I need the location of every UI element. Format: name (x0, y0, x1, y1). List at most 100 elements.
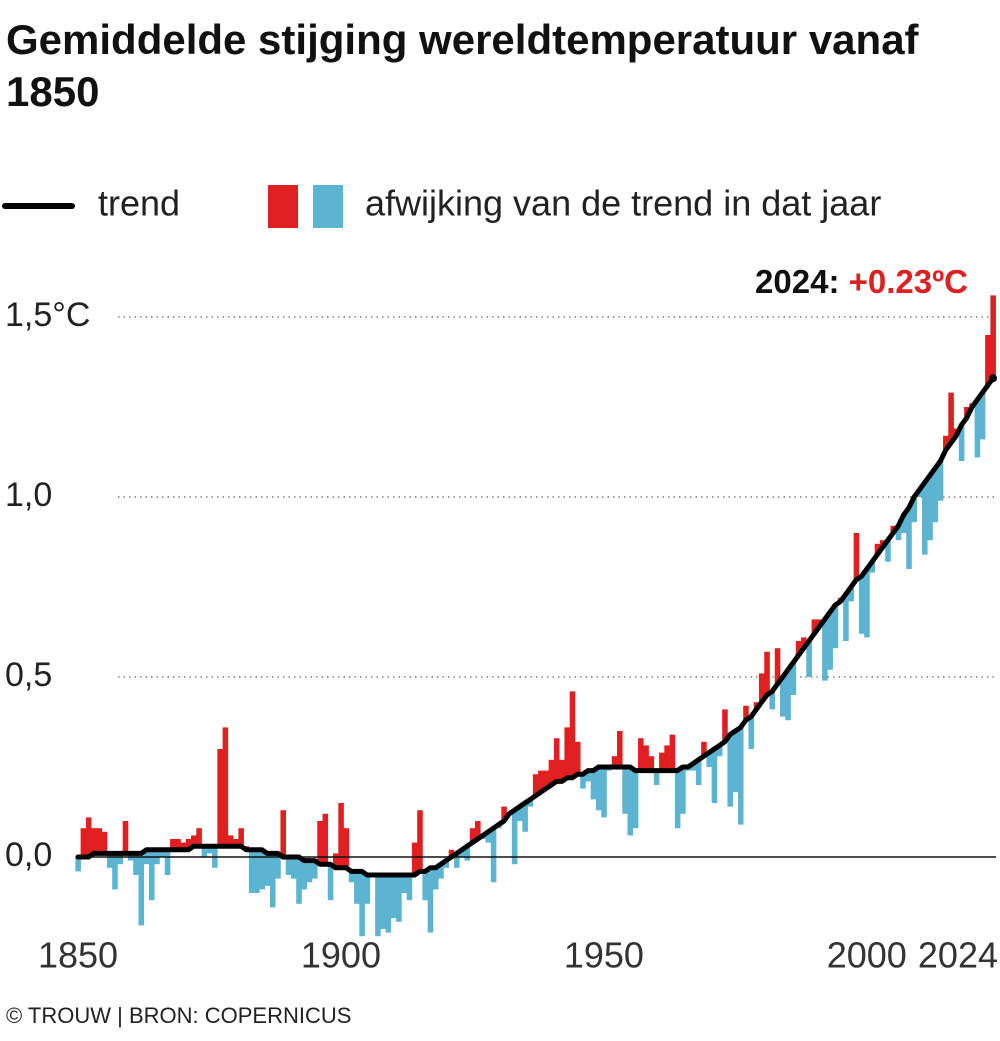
bar (864, 569, 870, 638)
bar (958, 425, 965, 461)
bar (443, 860, 450, 868)
x-tick-label: 1950 (564, 935, 644, 976)
bar (853, 533, 860, 580)
legend-label: afwijking van de trend in dat jaar (365, 183, 881, 224)
bar (937, 461, 944, 501)
bar (785, 669, 791, 721)
bar (191, 835, 197, 847)
bar (201, 846, 208, 857)
bar (990, 295, 996, 379)
bar (285, 857, 292, 875)
bar (900, 515, 907, 533)
bar (648, 756, 655, 771)
bar (322, 813, 329, 865)
bar (343, 828, 350, 868)
bar (233, 839, 239, 847)
legend-label: trend (98, 183, 180, 224)
bar (122, 821, 129, 854)
bar (885, 540, 891, 562)
bar (748, 716, 755, 749)
bar (595, 767, 602, 811)
bar (638, 738, 644, 771)
bar (133, 853, 139, 875)
bar (848, 587, 854, 602)
bar (580, 774, 586, 789)
bar (548, 759, 555, 785)
bar (601, 767, 607, 818)
bar (911, 497, 918, 523)
bar (538, 770, 544, 793)
bar (617, 731, 623, 767)
bar (858, 576, 865, 634)
bar (222, 727, 229, 847)
bar (380, 875, 386, 929)
bar (927, 475, 933, 541)
bar (727, 734, 733, 807)
bar (417, 810, 423, 872)
bar (501, 806, 507, 821)
bar (317, 821, 323, 865)
y-tick-label: 1,5°C (5, 296, 90, 334)
bar (196, 828, 202, 847)
y-tick-label: 0,0 (5, 836, 52, 874)
bar (922, 482, 928, 555)
bar (396, 875, 402, 922)
bar (653, 770, 660, 785)
bar (264, 853, 271, 886)
bar (758, 673, 765, 703)
bar (217, 749, 223, 847)
bar (227, 835, 234, 847)
bar (722, 709, 728, 742)
bar (422, 871, 428, 901)
bar (769, 691, 776, 710)
bar (301, 860, 308, 890)
bar (406, 875, 413, 901)
bar (795, 641, 802, 656)
bar (590, 770, 597, 800)
bar (254, 849, 260, 893)
bar (485, 831, 492, 843)
bar (790, 662, 797, 695)
annotation: 2024: +0.23ºC (755, 263, 968, 300)
bar (822, 619, 828, 681)
bar (148, 849, 155, 901)
legend-swatch-up (268, 185, 298, 228)
bar (674, 770, 681, 829)
bar (185, 839, 192, 850)
bar (112, 853, 118, 890)
y-tick-label: 0,5 (5, 656, 52, 694)
bar (411, 842, 418, 875)
bar (106, 853, 113, 868)
bar (359, 871, 365, 937)
bar (517, 806, 523, 821)
bar (327, 864, 334, 901)
bar (438, 864, 444, 879)
bar (932, 468, 939, 523)
bar (532, 774, 539, 796)
bar (348, 871, 355, 883)
bar (269, 853, 276, 908)
bar (801, 637, 807, 649)
bar (695, 759, 702, 785)
bar (585, 770, 592, 782)
bar (574, 741, 581, 775)
bar (832, 605, 839, 649)
bar (527, 799, 534, 807)
bar (206, 846, 213, 854)
bar (690, 763, 697, 771)
bar (490, 828, 497, 883)
bar (75, 857, 81, 872)
bar (333, 853, 339, 868)
bar (895, 525, 902, 541)
trend-line (75, 375, 996, 878)
bar (985, 335, 991, 386)
bar (732, 731, 739, 793)
bar (564, 727, 570, 778)
bar (101, 831, 108, 854)
bar (764, 651, 770, 695)
bar (453, 853, 460, 868)
bar (427, 867, 434, 933)
bar (906, 507, 912, 569)
bar (80, 828, 87, 857)
